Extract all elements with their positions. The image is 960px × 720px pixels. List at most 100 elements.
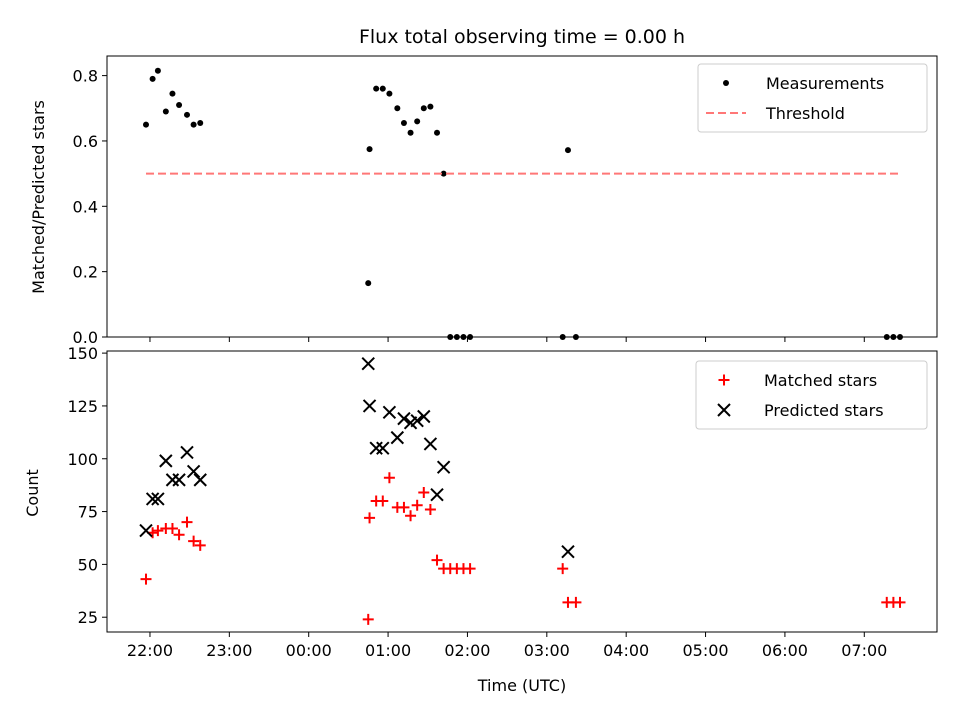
top-plot-frame [106, 55, 938, 338]
predicted-star-point [362, 399, 377, 413]
bottom-xtick-label: 22:00 [127, 641, 173, 660]
matched-star-point [431, 554, 443, 566]
measurement-point [154, 67, 161, 74]
top-legend: Measurements Threshold [697, 63, 928, 133]
measurement-point [379, 85, 386, 92]
bottom-xtick-label: 04:00 [603, 641, 649, 660]
top-ytick-label: 0.4 [73, 197, 98, 216]
top-axes: Matched/Predicted stars 0.00.20.40.60.8 … [29, 55, 938, 347]
measurement-point [564, 147, 571, 154]
predicted-star-point [423, 437, 438, 451]
measurement-point [440, 170, 447, 177]
measurement-point [149, 75, 156, 82]
top-ytick-label: 0.8 [73, 67, 98, 86]
predicted-star-point [561, 545, 575, 559]
bottom-xtick-label: 05:00 [682, 641, 728, 660]
bottom-ytick-label: 100 [67, 450, 98, 469]
bottom-ylabel: Count [23, 469, 42, 517]
bottom-legend-box [695, 360, 928, 430]
top-legend-label: Threshold [765, 104, 845, 123]
top-ytick-label: 0.0 [73, 328, 98, 347]
measurement-point [162, 108, 169, 115]
top-ytick-label: 0.2 [73, 263, 98, 282]
predicted-star-point [430, 487, 444, 502]
predicted-star-point [193, 473, 207, 487]
matched-star-point [188, 535, 200, 547]
matched-star-point [152, 525, 164, 537]
top-ylabel: Matched/Predicted stars [29, 100, 48, 294]
measurement-point [373, 85, 380, 92]
measurement-point [394, 105, 401, 112]
matched-star-point [418, 487, 430, 499]
bottom-legend-swatch [718, 374, 730, 386]
predicted-star-point [417, 409, 431, 424]
measurement-point [366, 146, 373, 153]
predicted-star-point [151, 492, 165, 506]
predicted-star-point [159, 454, 173, 468]
matched-star-point [411, 499, 423, 511]
predicted-star-point [180, 445, 194, 460]
measurement-point [434, 129, 441, 136]
bottom-xtick-label: 01:00 [365, 641, 411, 660]
predicted-star-point [436, 460, 451, 474]
predicted-star-point [390, 430, 405, 445]
measurement-point [414, 118, 421, 125]
matched-star-point [194, 539, 206, 551]
bottom-xtick-label: 06:00 [762, 641, 808, 660]
matched-star-point [383, 472, 395, 484]
measurement-point [169, 90, 176, 97]
measurement-point [143, 121, 149, 128]
top-legend-swatch [723, 80, 729, 86]
predicted-star-point [172, 473, 186, 487]
bottom-plot-frame [106, 350, 938, 633]
measurement-point [427, 103, 434, 110]
predicted-star-point [382, 405, 397, 419]
matched-star-point [364, 512, 376, 524]
top-legend-box [697, 63, 928, 133]
matched-star-point [181, 516, 193, 528]
bottom-xtick-label: 23:00 [206, 641, 252, 660]
predicted-star-point [361, 356, 375, 371]
bottom-xtick-label: 03:00 [524, 641, 570, 660]
predicted-star-point [145, 492, 160, 506]
top-legend-label: Measurements [766, 74, 884, 93]
matched-star-point [464, 563, 476, 575]
predicted-star-point [410, 414, 424, 428]
bottom-legend-label: Matched stars [764, 371, 877, 390]
bottom-xlabel: Time (UTC) [477, 676, 566, 695]
bottom-legend-swatch [717, 403, 731, 417]
matched-star-point [405, 510, 417, 522]
predicted-star-point [397, 411, 411, 426]
bottom-ytick-label: 50 [78, 555, 98, 574]
predicted-star-point [186, 464, 201, 479]
measurement-point [176, 102, 183, 109]
matched-star-point [140, 573, 152, 585]
matched-star-point [424, 503, 436, 515]
measurement-point [184, 111, 191, 118]
measurement-point [420, 105, 427, 112]
predicted-star-point [165, 473, 180, 487]
bottom-legend-label: Predicted stars [764, 401, 884, 420]
bottom-legend: Matched stars Predicted stars [695, 360, 928, 430]
top-ytick-label: 0.6 [73, 132, 98, 151]
matched-star-point [894, 596, 906, 608]
matched-star-point [398, 501, 410, 513]
matched-star-point [166, 522, 178, 534]
measurement-point [386, 90, 393, 97]
predicted-star-point [369, 441, 383, 455]
bottom-axes: Count 25 50 75 100 125 150 22:00 23:00 00:00 01:… [23, 344, 938, 695]
bottom-ytick-label: 75 [78, 503, 98, 522]
chart-title: Flux total observing time = 0.00 h [359, 26, 685, 48]
predicted-star-point [376, 441, 390, 455]
measurement-point [407, 129, 414, 136]
bottom-ytick-label: 125 [67, 397, 98, 416]
matched-star-point [377, 495, 389, 507]
bottom-ytick-label: 25 [78, 608, 98, 627]
measurement-point [365, 280, 372, 287]
bottom-xtick-label: 02:00 [444, 641, 490, 660]
measurement-point [190, 121, 197, 128]
matched-star-point [362, 613, 374, 625]
predicted-star-point [139, 523, 153, 538]
measurement-point [400, 119, 407, 126]
